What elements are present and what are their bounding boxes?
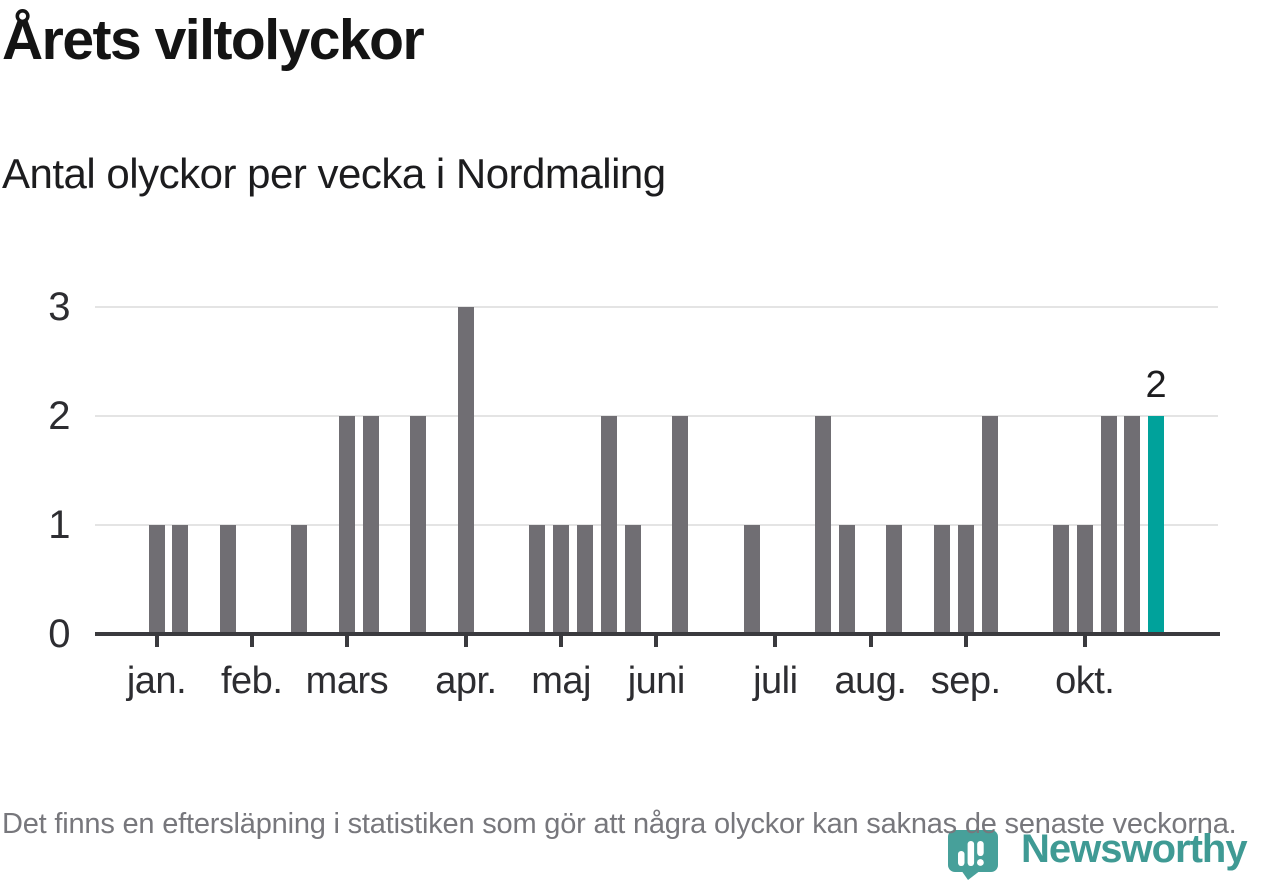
bar-week (219, 525, 236, 634)
page-title: Årets viltolyckor (2, 8, 425, 72)
bar-week (1076, 525, 1093, 634)
x-tick-jan (154, 636, 159, 647)
gridline-1 (95, 524, 1218, 526)
chart-subtitle: Antal olyckor per vecka i Nordmaling (2, 150, 666, 197)
x-tick-juli (773, 636, 778, 647)
x-tick-juni (654, 636, 659, 647)
bar-week (362, 416, 379, 634)
y-tick-label-1: 1 (48, 503, 70, 547)
highlight-value-label: 2 (1145, 364, 1167, 406)
footer-note: Det finns en eftersläpning i statistiken… (2, 808, 1237, 840)
bar-week (672, 416, 689, 634)
x-tick-label-jan: jan. (126, 660, 187, 702)
x-tick-label-juni: juni (627, 660, 686, 702)
x-tick-label-maj: maj (531, 660, 591, 702)
bar-week (148, 525, 165, 634)
bar-week (1052, 525, 1069, 634)
bar-week (576, 525, 593, 634)
y-tick-label-3: 3 (48, 285, 70, 329)
newsworthy-pin-icon (948, 830, 998, 880)
bar-week (886, 525, 903, 634)
x-tick-label-sep: sep. (930, 660, 1001, 702)
x-axis-baseline (95, 632, 1220, 636)
bar-week (1100, 416, 1117, 634)
bar-week (933, 525, 950, 634)
bar-week (410, 416, 427, 634)
y-tick-label-2: 2 (48, 394, 70, 438)
x-tick-label-feb: feb. (220, 660, 283, 702)
bar-week (838, 525, 855, 634)
bar-week (457, 307, 474, 634)
bar-week (981, 416, 998, 634)
x-tick-sep (963, 636, 968, 647)
bar-week (814, 416, 831, 634)
x-tick-label-mars: mars (305, 660, 389, 702)
bar-week (553, 525, 570, 634)
bar-week (1124, 416, 1141, 634)
bar-week (600, 416, 617, 634)
x-tick-okt (1082, 636, 1087, 647)
bar-week (624, 525, 641, 634)
gridline-3 (95, 306, 1218, 308)
newsworthy-wordmark: Newsworthy (1021, 827, 1248, 871)
bar-week (172, 525, 189, 634)
x-tick-aug (868, 636, 873, 647)
x-tick-maj (559, 636, 564, 647)
x-tick-mars (344, 636, 349, 647)
bar-highlighted-week (1148, 416, 1165, 634)
x-tick-label-okt: okt. (1055, 660, 1115, 702)
x-tick-label-apr: apr. (435, 660, 497, 702)
bar-week (291, 525, 308, 634)
x-tick-label-juli: juli (753, 660, 798, 702)
x-tick-apr (463, 636, 468, 647)
bar-week (743, 525, 760, 634)
x-tick-feb (249, 636, 254, 647)
bar-week (338, 416, 355, 634)
y-tick-label-0: 0 (48, 612, 70, 656)
bar-week (957, 525, 974, 634)
gridline-2 (95, 415, 1218, 417)
x-tick-label-aug: aug. (834, 660, 907, 702)
bar-week (529, 525, 546, 634)
